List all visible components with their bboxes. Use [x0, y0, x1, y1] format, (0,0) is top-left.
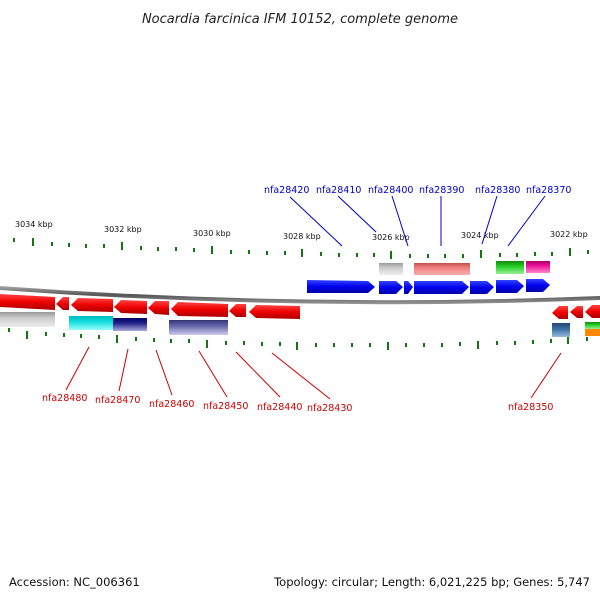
tick-label: 3022 kbp	[550, 230, 588, 239]
gene-arrow[interactable]	[0, 294, 55, 310]
gene-arrow[interactable]	[56, 297, 69, 310]
bottom-features	[0, 312, 600, 337]
gene-label[interactable]: nfa28350	[508, 402, 553, 413]
bottom-gene-labels: nfa28480 nfa28470 nfa28460 nfa28450 nfa2…	[42, 393, 553, 414]
tick-label: 3028 kbp	[283, 232, 321, 241]
gene-label[interactable]: nfa28380	[475, 185, 520, 196]
genome-backbone	[0, 286, 600, 305]
gene-arrow[interactable]	[552, 306, 568, 319]
gene-label[interactable]: nfa28420	[264, 185, 309, 196]
feature-box	[69, 316, 113, 330]
gene-arrow[interactable]	[570, 306, 583, 318]
top-gene-labels: nfa28420 nfa28410 nfa28400 nfa28390 nfa2…	[264, 185, 571, 196]
tick-label: 3030 kbp	[193, 229, 231, 238]
tick-label: 3026 kbp	[372, 233, 410, 242]
top-leader-lines	[289, 195, 546, 247]
top-tick-row	[13, 238, 589, 259]
gene-label[interactable]: nfa28410	[316, 185, 361, 196]
gene-label[interactable]: nfa28480	[42, 393, 87, 404]
feature-box	[526, 261, 550, 273]
gene-arrow[interactable]	[114, 300, 147, 314]
gene-label[interactable]: nfa28460	[149, 399, 194, 410]
gene-arrow[interactable]	[414, 281, 469, 294]
gene-label[interactable]: nfa28390	[419, 185, 464, 196]
gene-arrow[interactable]	[526, 279, 550, 292]
tick-label: 3034 kbp	[15, 220, 53, 229]
forward-genes	[307, 279, 550, 294]
gene-arrow[interactable]	[71, 298, 113, 312]
tick-labels: 3034 kbp 3032 kbp 3030 kbp 3028 kbp 3026…	[15, 220, 588, 242]
bottom-leader-lines	[65, 346, 562, 400]
gene-arrow[interactable]	[148, 301, 169, 315]
feature-box	[414, 263, 470, 275]
bottom-tick-row	[8, 328, 588, 350]
gene-label[interactable]: nfa28400	[368, 185, 413, 196]
feature-box	[585, 329, 600, 336]
gene-arrow[interactable]	[470, 281, 494, 294]
tick-label: 3032 kbp	[104, 225, 142, 234]
gene-arrow[interactable]	[379, 281, 403, 294]
gene-arrow[interactable]	[496, 280, 524, 293]
feature-box	[496, 261, 524, 274]
gene-arrow[interactable]	[249, 305, 300, 319]
gene-arrow[interactable]	[229, 304, 246, 317]
feature-box	[379, 263, 403, 275]
gene-arrow[interactable]	[307, 280, 375, 293]
gene-label[interactable]: nfa28370	[526, 185, 571, 196]
reverse-genes	[0, 294, 600, 319]
feature-box	[552, 323, 570, 337]
map-title: Nocardia farcinica IFM 10152, complete g…	[142, 12, 458, 27]
accession-text: Accession: NC_006361	[9, 575, 140, 589]
top-features	[379, 261, 550, 275]
gene-label[interactable]: nfa28430	[307, 403, 352, 414]
feature-box	[585, 322, 600, 329]
gene-arrow[interactable]	[171, 302, 228, 317]
feature-box	[113, 318, 147, 331]
feature-box	[0, 312, 55, 327]
gene-arrow[interactable]	[585, 305, 600, 318]
gene-label[interactable]: nfa28440	[257, 402, 302, 413]
feature-box	[169, 320, 228, 335]
gene-arrow[interactable]	[404, 281, 413, 294]
gene-label[interactable]: nfa28450	[203, 401, 248, 412]
gene-label[interactable]: nfa28470	[95, 395, 140, 406]
genome-stats-text: Topology: circular; Length: 6,021,225 bp…	[273, 575, 590, 589]
tick-label: 3024 kbp	[461, 231, 499, 240]
